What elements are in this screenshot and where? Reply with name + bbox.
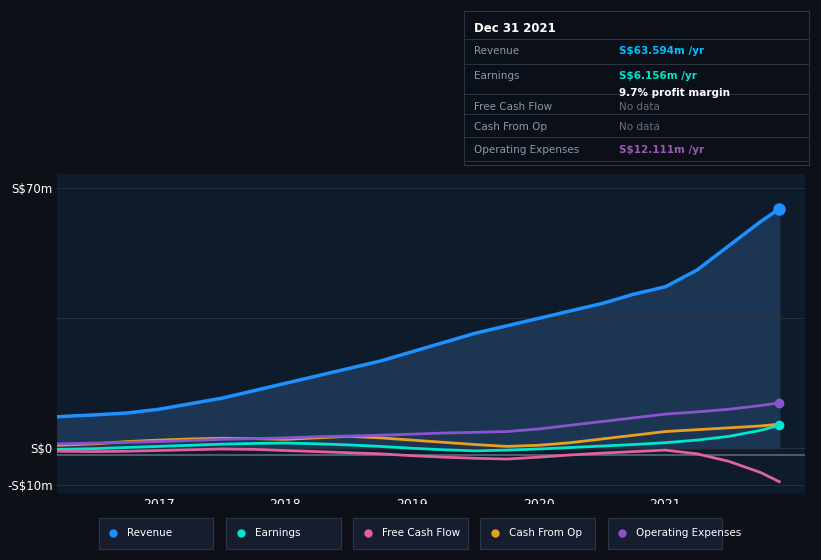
- Text: No data: No data: [619, 102, 660, 111]
- Text: Earnings: Earnings: [255, 529, 300, 538]
- Text: Revenue: Revenue: [475, 46, 520, 56]
- Text: S$63.594m /yr: S$63.594m /yr: [619, 46, 704, 56]
- FancyBboxPatch shape: [353, 518, 468, 549]
- Text: Cash From Op: Cash From Op: [475, 122, 548, 132]
- Text: Free Cash Flow: Free Cash Flow: [475, 102, 553, 111]
- FancyBboxPatch shape: [608, 518, 722, 549]
- Text: S$12.111m /yr: S$12.111m /yr: [619, 145, 704, 155]
- Text: Dec 31 2021: Dec 31 2021: [475, 22, 556, 35]
- Text: Free Cash Flow: Free Cash Flow: [382, 529, 460, 538]
- FancyBboxPatch shape: [480, 518, 595, 549]
- Text: Cash From Op: Cash From Op: [509, 529, 582, 538]
- Text: Revenue: Revenue: [127, 529, 172, 538]
- Text: No data: No data: [619, 122, 660, 132]
- Text: Earnings: Earnings: [475, 71, 520, 81]
- FancyBboxPatch shape: [226, 518, 341, 549]
- Text: Operating Expenses: Operating Expenses: [636, 529, 741, 538]
- FancyBboxPatch shape: [99, 518, 213, 549]
- Text: Operating Expenses: Operating Expenses: [475, 145, 580, 155]
- Text: 9.7% profit margin: 9.7% profit margin: [619, 88, 730, 98]
- Text: S$6.156m /yr: S$6.156m /yr: [619, 71, 697, 81]
